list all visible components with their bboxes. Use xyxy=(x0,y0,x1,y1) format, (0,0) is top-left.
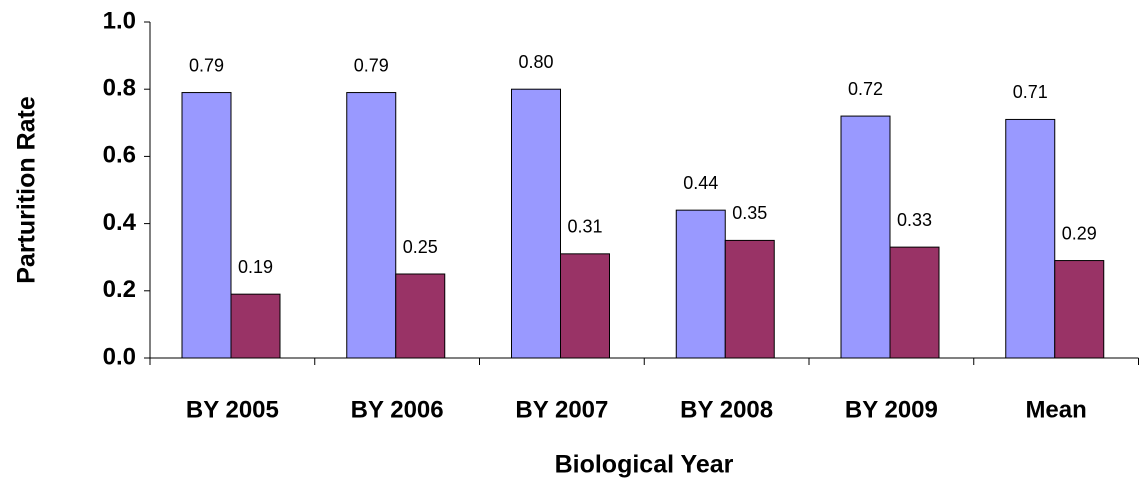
bar xyxy=(511,88,561,359)
value-label: 0.33 xyxy=(897,210,932,230)
x-tick-label: BY 2009 xyxy=(845,396,938,423)
y-tick-label: 0.2 xyxy=(103,276,136,303)
bar xyxy=(560,253,610,359)
x-tick-label: Mean xyxy=(1025,396,1086,423)
bar xyxy=(1054,260,1105,359)
y-tick-label: 0.0 xyxy=(103,343,136,370)
bar xyxy=(181,92,232,359)
value-label: 0.71 xyxy=(1013,82,1048,102)
bar xyxy=(724,239,775,359)
value-label: 0.29 xyxy=(1062,223,1097,243)
y-tick-label: 0.6 xyxy=(103,142,136,169)
bar xyxy=(346,92,397,359)
value-label: 0.79 xyxy=(189,55,224,75)
value-label: 0.80 xyxy=(518,52,553,72)
x-axis-title: Biological Year xyxy=(555,451,734,479)
value-label: 0.44 xyxy=(683,173,718,193)
value-label: 0.19 xyxy=(238,257,273,277)
y-tick-label: 1.0 xyxy=(103,7,136,34)
x-tick-label: BY 2007 xyxy=(515,396,608,423)
bar xyxy=(230,293,281,359)
bar xyxy=(1005,118,1056,359)
value-label: 0.25 xyxy=(403,237,438,257)
bar xyxy=(395,273,446,359)
value-label: 0.72 xyxy=(848,79,883,99)
value-label: 0.31 xyxy=(567,217,602,237)
value-label: 0.35 xyxy=(732,203,767,223)
x-tick-label: BY 2006 xyxy=(351,396,444,423)
x-tick-label: BY 2008 xyxy=(680,396,773,423)
y-tick-label: 0.4 xyxy=(103,209,137,236)
y-tick-label: 0.8 xyxy=(103,75,136,102)
x-tick-label: BY 2005 xyxy=(186,396,279,423)
y-axis-title: Parturition Rate xyxy=(13,96,41,284)
bar xyxy=(675,209,726,359)
bar xyxy=(889,246,940,359)
bar xyxy=(840,115,891,359)
value-label: 0.79 xyxy=(354,55,389,75)
